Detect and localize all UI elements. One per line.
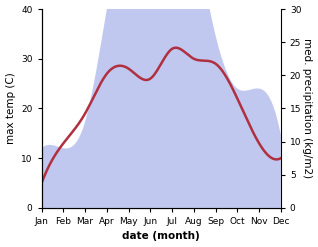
Y-axis label: med. precipitation (kg/m2): med. precipitation (kg/m2) [302, 38, 313, 179]
Y-axis label: max temp (C): max temp (C) [5, 73, 16, 144]
X-axis label: date (month): date (month) [122, 231, 200, 242]
